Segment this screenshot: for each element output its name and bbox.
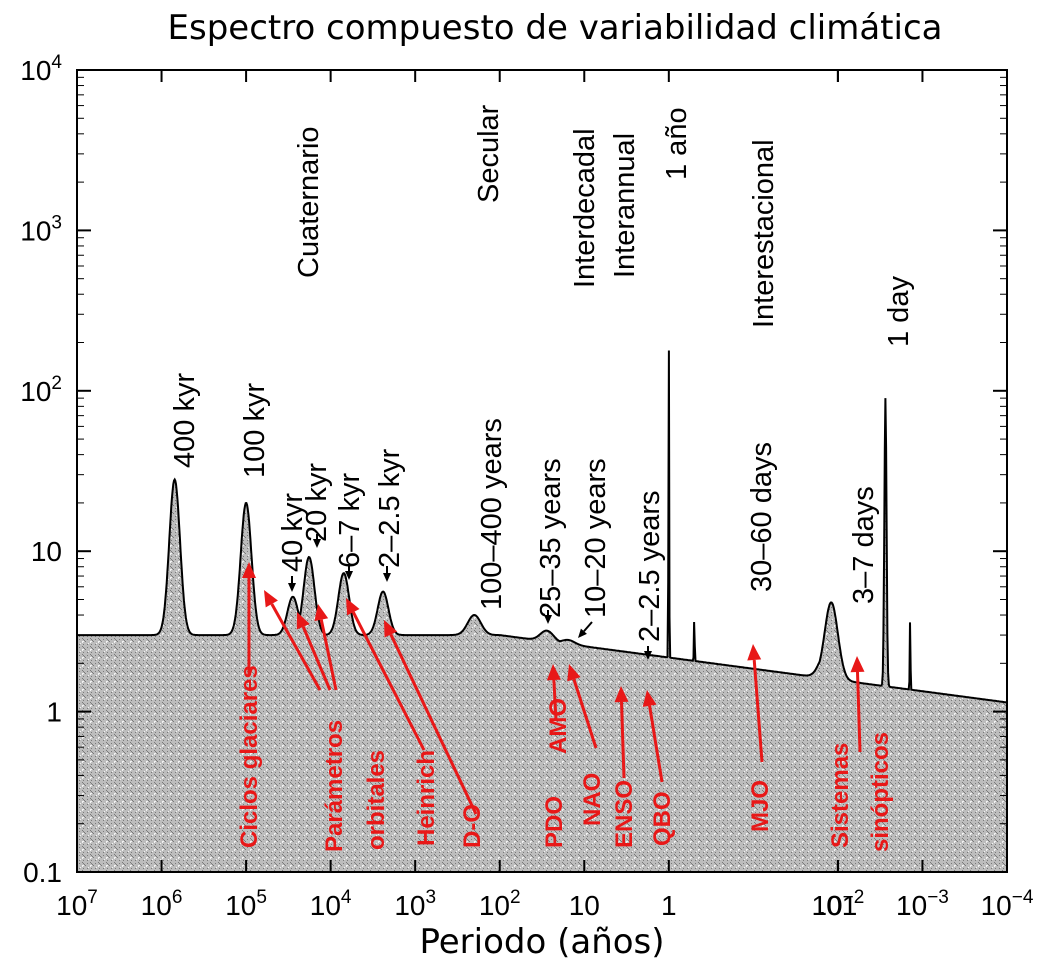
peak-label: 3–7 days: [848, 486, 880, 604]
chart-title: Espectro compuesto de variabilidad climá…: [167, 8, 943, 48]
band-label: Secular: [473, 104, 505, 203]
phenomenon-arrow: [567, 664, 598, 749]
phenomenon-label: sinópticos: [867, 732, 894, 852]
phenomenon-arrow: [264, 590, 322, 691]
y-tick-label: 1: [46, 697, 62, 728]
phenomenon-label: QBO: [649, 791, 676, 846]
phenomenon-label: Heinrich: [413, 750, 440, 846]
spectrum-line: [77, 350, 1007, 704]
peak-arrow: [313, 534, 321, 548]
x-tick-label: 10−3: [896, 887, 949, 921]
plot-frame: [76, 69, 1008, 873]
x-tick-label: 1: [661, 890, 677, 921]
peak-arrow: [345, 566, 353, 580]
band-label: Interannual: [609, 133, 641, 278]
peak-label: 6–7 kyr: [334, 473, 366, 568]
phenomenon-arrow: [747, 644, 764, 763]
phenomenon-label: NAO: [579, 773, 606, 826]
phenomenon-label: D-O: [459, 804, 486, 848]
phenomenon-label: ENSO: [611, 780, 638, 848]
phenomenon-label: Parámetros: [321, 720, 348, 852]
phenomenon-arrow: [850, 656, 865, 753]
phenomenon-arrow: [546, 664, 561, 721]
y-tick-label: 10: [31, 536, 62, 567]
band-label: 1 año: [661, 107, 693, 180]
x-tick-label: 104: [310, 887, 352, 921]
x-tick-label: 10: [569, 890, 600, 921]
peak-label: 2–2.5 years: [634, 490, 666, 642]
x-tick-label: 102: [479, 887, 521, 921]
spectrum-area: [77, 350, 1007, 872]
phenomenon-arrow: [242, 562, 256, 676]
plot-area: [77, 350, 1007, 872]
x-tick-label: 10−2: [811, 887, 864, 921]
peak-arrow: [544, 610, 552, 624]
x-tick-label: .01: [818, 890, 857, 921]
y-tick-label: 104: [20, 52, 62, 86]
phenomenon-label: PDO: [541, 796, 568, 848]
band-label: Interdecadal: [569, 128, 601, 288]
peak-arrow: [578, 621, 593, 638]
peak-arrow: [383, 566, 391, 582]
peak-label: 1 day: [883, 276, 915, 347]
phenomenon-label: MJO: [747, 780, 774, 832]
peak-label: 10–20 years: [580, 458, 612, 618]
peak-label: 100–400 years: [476, 418, 508, 610]
phenomenon-label: orbitales: [363, 750, 390, 850]
phenomenon-arrow: [296, 612, 332, 691]
band-label: Cuaternario: [293, 126, 325, 278]
band-label: Interestacional: [748, 139, 780, 328]
peak-label: 100 kyr: [239, 383, 271, 478]
peak-arrow: [644, 646, 652, 660]
x-axis-label: Periodo (años): [419, 922, 665, 962]
phenomenon-arrow: [314, 604, 338, 691]
phenomenon-arrow: [614, 686, 629, 779]
phenomenon-label: Sistemas: [827, 743, 854, 848]
y-tick-label: 103: [20, 212, 62, 246]
peak-label: 40 kyr: [277, 493, 309, 572]
peak-arrow: [288, 576, 296, 592]
phenomenon-arrow: [642, 690, 664, 783]
y-tick-label: 0.1: [23, 857, 62, 888]
phenomenon-arrow: [346, 598, 426, 751]
peak-label: 25–35 years: [535, 458, 567, 618]
peak-label: 20 kyr: [301, 463, 333, 542]
x-tick-label: 105: [225, 887, 267, 921]
phenomenon-arrow: [384, 620, 478, 815]
x-tick-label: 103: [394, 887, 436, 921]
x-tick-label: 10−4: [981, 887, 1034, 921]
x-tick-label: 107: [56, 887, 98, 921]
x-tick-label: 106: [141, 887, 183, 921]
peak-label: 30–60 days: [746, 442, 778, 592]
peak-label: 2–2.5 kyr: [374, 448, 406, 568]
peak-label: 400 kyr: [169, 373, 201, 468]
y-tick-label: 102: [20, 373, 62, 407]
phenomenon-label: Ciclos glaciares: [236, 665, 263, 848]
phenomenon-label: AMO: [545, 698, 572, 754]
